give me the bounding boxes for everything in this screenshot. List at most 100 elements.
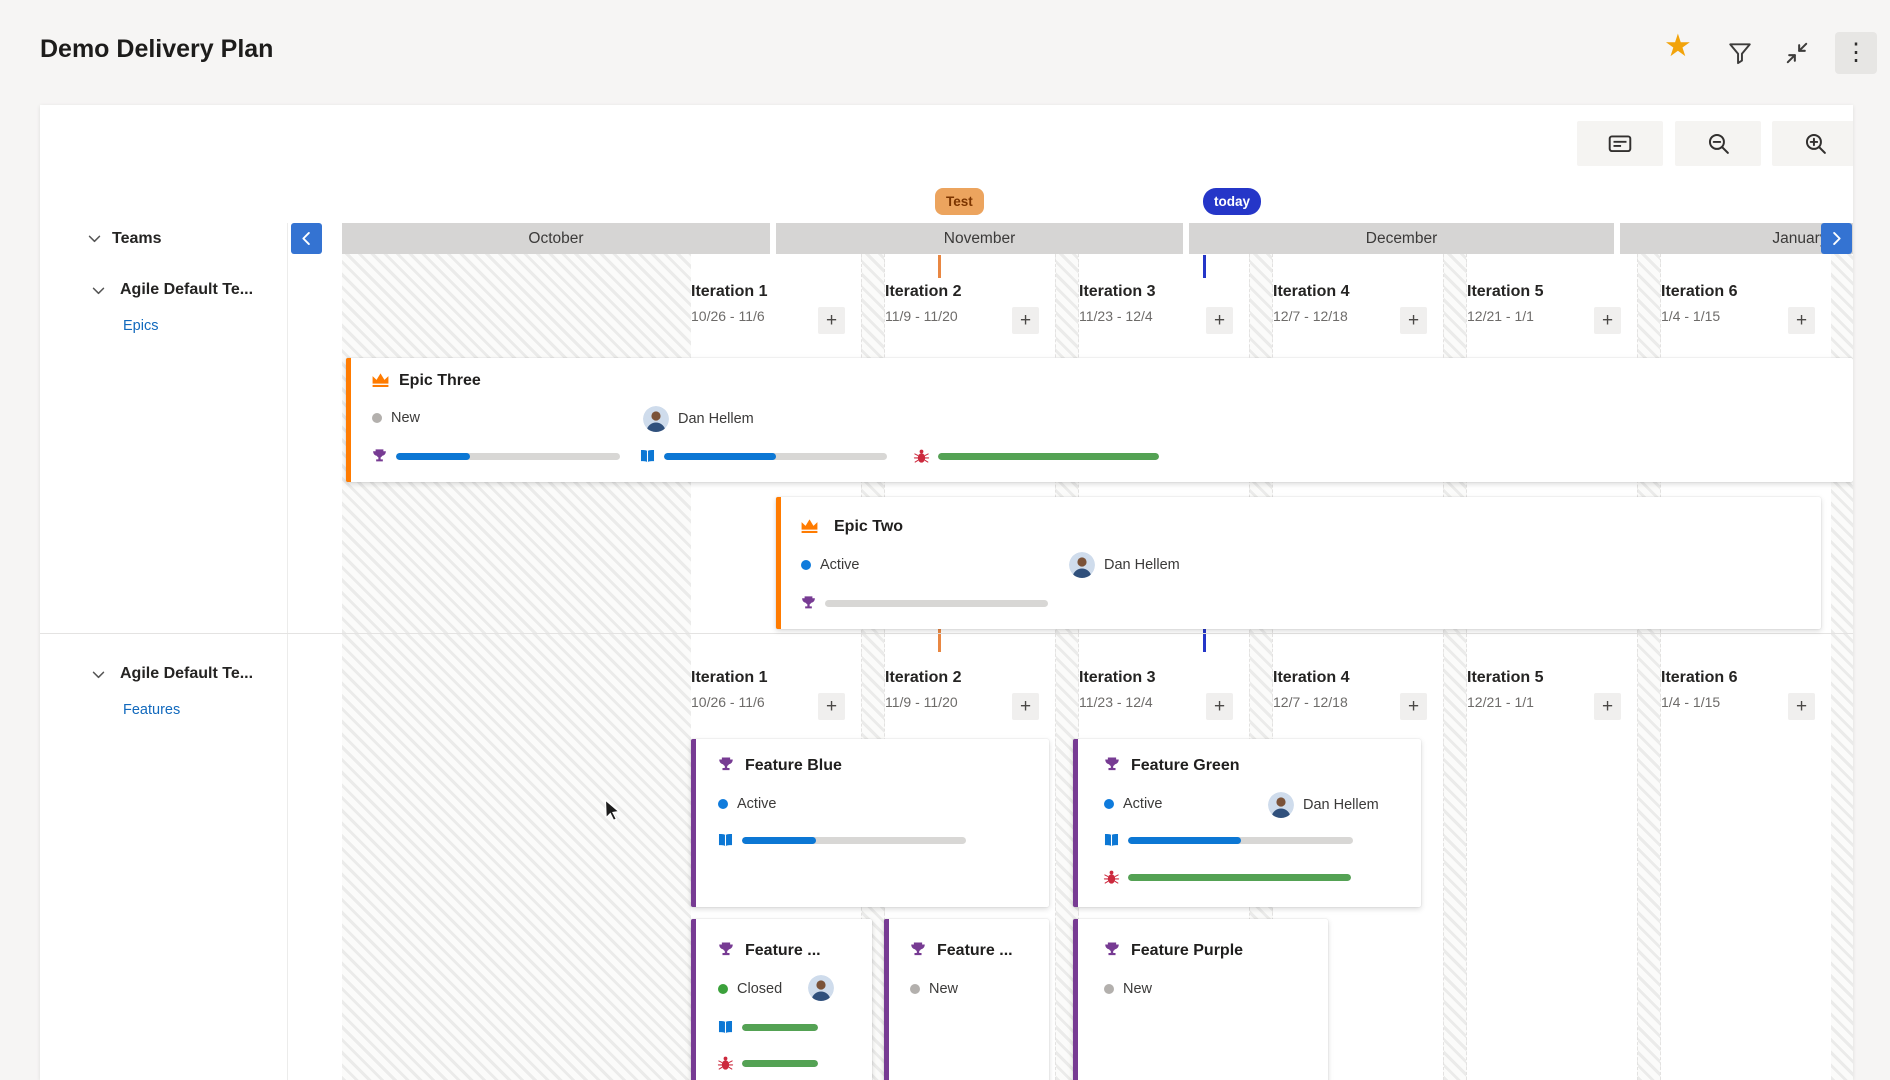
progress-bar xyxy=(742,1024,818,1031)
month-label: January xyxy=(1620,223,1853,254)
status-dot xyxy=(372,413,382,423)
card-feature-closed[interactable]: Feature ... Closed xyxy=(691,919,872,1080)
progress-bar xyxy=(742,1060,818,1067)
card-title: Feature Green xyxy=(1131,757,1240,774)
today-line xyxy=(1203,255,1206,278)
progress-fill xyxy=(1128,837,1241,844)
book-icon xyxy=(717,832,734,849)
section-divider xyxy=(40,633,1853,634)
card-title: Feature Blue xyxy=(745,757,842,774)
collapse-arrows-icon xyxy=(1784,40,1810,66)
status-dot xyxy=(801,560,811,570)
status-label: New xyxy=(929,981,959,997)
iteration-name: Iteration 1 xyxy=(691,283,768,300)
scroll-right-button[interactable] xyxy=(1821,223,1852,254)
status: New xyxy=(1104,981,1152,997)
month-label: December xyxy=(1189,223,1614,254)
status-dot xyxy=(1104,984,1114,994)
add-card-button[interactable]: + xyxy=(818,307,845,334)
iteration-name: Iteration 3 xyxy=(1079,283,1156,300)
filter-icon xyxy=(1727,40,1753,66)
app-header: Demo Delivery Plan ★ ⋮ xyxy=(0,0,1890,105)
today-line xyxy=(1203,626,1206,652)
status-label: Active xyxy=(820,557,860,573)
assignee xyxy=(808,975,834,1001)
team-row-collapse-icon[interactable] xyxy=(90,666,107,683)
add-card-button[interactable]: + xyxy=(1594,693,1621,720)
status: Active xyxy=(1104,796,1163,812)
mouse-cursor xyxy=(600,798,624,822)
iteration-dates: 11/23 - 12/4 xyxy=(1079,694,1153,710)
card-feature-blue[interactable]: Feature Blue Active xyxy=(691,739,1049,907)
trophy-icon xyxy=(717,756,735,774)
card-epic-three[interactable]: Epic Three New Dan Hellem xyxy=(346,358,1853,482)
hatch-region xyxy=(1443,634,1467,1080)
iteration-header: Iteration 6 1/4 - 1/15 + xyxy=(1661,661,1831,735)
bugs-progress xyxy=(717,1055,818,1072)
iteration-header: Iteration 1 10/26 - 11/6 + xyxy=(691,275,861,349)
card-feature-new[interactable]: Feature ... New xyxy=(884,919,1049,1080)
status: Closed xyxy=(718,981,782,997)
iteration-header: Iteration 2 11/9 - 11/20 + xyxy=(885,275,1055,349)
progress-bar xyxy=(938,453,1159,460)
add-card-button[interactable]: + xyxy=(1400,307,1427,334)
add-card-button[interactable]: + xyxy=(818,693,845,720)
add-card-button[interactable]: + xyxy=(1788,307,1815,334)
iteration-header: Iteration 4 12/7 - 12/18 + xyxy=(1273,275,1443,349)
zoom-out-button[interactable] xyxy=(1675,121,1761,166)
assignee: Dan Hellem xyxy=(1268,792,1379,818)
trophy-icon xyxy=(371,448,388,465)
progress-fill xyxy=(742,1024,818,1031)
iteration-dates: 11/9 - 11/20 xyxy=(885,694,958,710)
trophy-icon xyxy=(1103,941,1121,959)
card-epic-two[interactable]: Epic Two Active Dan Hellem xyxy=(776,497,1821,629)
progress-fill xyxy=(664,453,776,460)
iteration-name: Iteration 3 xyxy=(1079,669,1156,686)
bug-icon xyxy=(717,1055,734,1072)
status-dot xyxy=(910,984,920,994)
backlog-link-epics[interactable]: Epics xyxy=(123,318,159,334)
add-card-button[interactable]: + xyxy=(1012,307,1039,334)
marker-line-test xyxy=(938,626,941,652)
add-card-button[interactable]: + xyxy=(1206,307,1233,334)
book-icon xyxy=(717,1019,734,1036)
add-card-button[interactable]: + xyxy=(1206,693,1233,720)
bugs-progress xyxy=(1103,869,1351,886)
zoom-in-button[interactable] xyxy=(1772,121,1853,166)
iteration-name: Iteration 4 xyxy=(1273,669,1350,686)
iteration-header: Iteration 3 11/23 - 12/4 + xyxy=(1079,661,1249,735)
add-card-button[interactable]: + xyxy=(1012,693,1039,720)
collapse-view-button[interactable] xyxy=(1784,40,1810,66)
iteration-name: Iteration 6 xyxy=(1661,283,1738,300)
iteration-name: Iteration 5 xyxy=(1467,283,1544,300)
status: Active xyxy=(801,557,860,573)
iteration-dates: 10/26 - 11/6 xyxy=(691,694,765,710)
progress-bar xyxy=(742,837,966,844)
scroll-left-button[interactable] xyxy=(291,223,322,254)
add-card-button[interactable]: + xyxy=(1788,693,1815,720)
backlog-link-features[interactable]: Features xyxy=(123,702,181,718)
stories-progress xyxy=(1103,832,1353,849)
filter-button[interactable] xyxy=(1727,40,1753,66)
card-settings-button[interactable] xyxy=(1577,121,1663,166)
card-feature-green[interactable]: Feature Green Active Dan Hellem xyxy=(1073,739,1421,907)
team-name: Agile Default Te... xyxy=(120,281,254,298)
iteration-header: Iteration 5 12/21 - 1/1 + xyxy=(1467,275,1637,349)
progress-bar xyxy=(664,453,887,460)
marker-today: today xyxy=(1203,188,1262,215)
month-label: November xyxy=(776,223,1183,254)
status-label: New xyxy=(1123,981,1153,997)
add-card-button[interactable]: + xyxy=(1400,693,1427,720)
iteration-dates: 12/21 - 1/1 xyxy=(1467,308,1534,324)
teams-collapse-icon[interactable] xyxy=(86,230,103,247)
more-options-button[interactable]: ⋮ xyxy=(1835,32,1877,74)
status-label: New xyxy=(391,410,421,426)
plan-canvas: Test today Teams October November Decemb… xyxy=(40,105,1853,1080)
favorite-star-icon[interactable]: ★ xyxy=(1664,28,1692,63)
status-label: Active xyxy=(1123,796,1163,812)
assignee-name: Dan Hellem xyxy=(1104,557,1180,573)
team-row-collapse-icon[interactable] xyxy=(90,282,107,299)
add-card-button[interactable]: + xyxy=(1594,307,1621,334)
iteration-name: Iteration 6 xyxy=(1661,669,1738,686)
card-feature-purple[interactable]: Feature Purple New xyxy=(1073,919,1328,1080)
